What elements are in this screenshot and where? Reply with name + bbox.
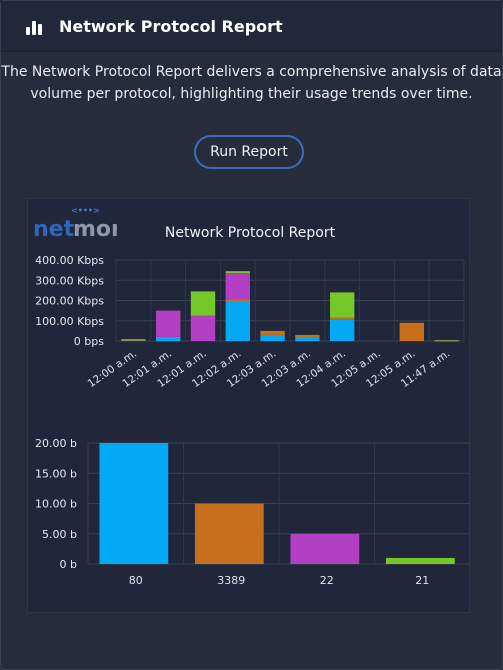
stacked-bar-chart: 0 bps 100.00 Kbps 200.00 Kbps 300.00 Kbps 40…	[35, 254, 465, 390]
bar-segment	[295, 337, 320, 341]
bar-segment	[225, 299, 250, 301]
bar-segment	[295, 334, 320, 338]
y-tick-label: 400.00 Kbps	[35, 254, 104, 267]
logo-signal-marks: <•••>	[71, 206, 100, 215]
bar	[194, 503, 264, 564]
bar-segment	[330, 319, 355, 341]
bar-segment	[225, 300, 250, 341]
y-tick-label: 5.00 b	[42, 528, 77, 541]
bar-segment	[399, 322, 424, 341]
y-tick-label: 100.00 Kbps	[35, 315, 104, 328]
y-tick-label: 20.00 b	[35, 437, 77, 450]
logo-net: net	[33, 217, 75, 239]
bar-segment	[121, 338, 146, 341]
bar-segment	[225, 273, 250, 300]
y-tick-label: 300.00 Kbps	[35, 274, 104, 287]
card-title: Network Protocol Report	[59, 16, 283, 36]
x-tick-label: 3389	[217, 574, 245, 587]
y-tick-label: 200.00 Kbps	[35, 295, 104, 308]
protocol-bar-chart: 0 b 5.00 b 10.00 b 15.00 b 20.00 b 80 3389 22 21	[35, 437, 470, 587]
bar-segment	[156, 336, 181, 341]
bar-segment	[434, 339, 459, 342]
report-description: The Network Protocol Report delivers a c…	[1, 64, 502, 102]
y-tick-label: 0 bps	[74, 335, 104, 348]
y-tick-label: 0 b	[60, 558, 77, 571]
card-header: Network Protocol Report	[1, 1, 502, 52]
bar-segment	[260, 334, 285, 341]
bar	[99, 443, 169, 564]
bar-segment	[330, 292, 355, 318]
netmon-logo: <•••> net mon	[33, 206, 117, 239]
bar-segment	[190, 291, 216, 316]
bar-segment	[225, 271, 250, 274]
x-tick-label: 22	[320, 574, 334, 587]
bar-chart-icon	[26, 17, 44, 35]
bar	[290, 533, 360, 564]
chart-title: Network Protocol Report	[164, 225, 336, 241]
bar	[385, 557, 455, 564]
bar-segment	[190, 315, 216, 341]
bar-segment	[330, 317, 355, 320]
x-tick-label: 80	[129, 574, 143, 587]
y-tick-label: 10.00 b	[35, 498, 77, 511]
bar-segment	[156, 310, 181, 337]
logo-mon: mon	[73, 217, 117, 239]
y-tick-label: 15.00 b	[35, 467, 77, 480]
x-tick-label: 21	[415, 574, 429, 587]
run-report-button[interactable]: Run Report	[194, 135, 304, 169]
bar-segment	[260, 330, 285, 335]
